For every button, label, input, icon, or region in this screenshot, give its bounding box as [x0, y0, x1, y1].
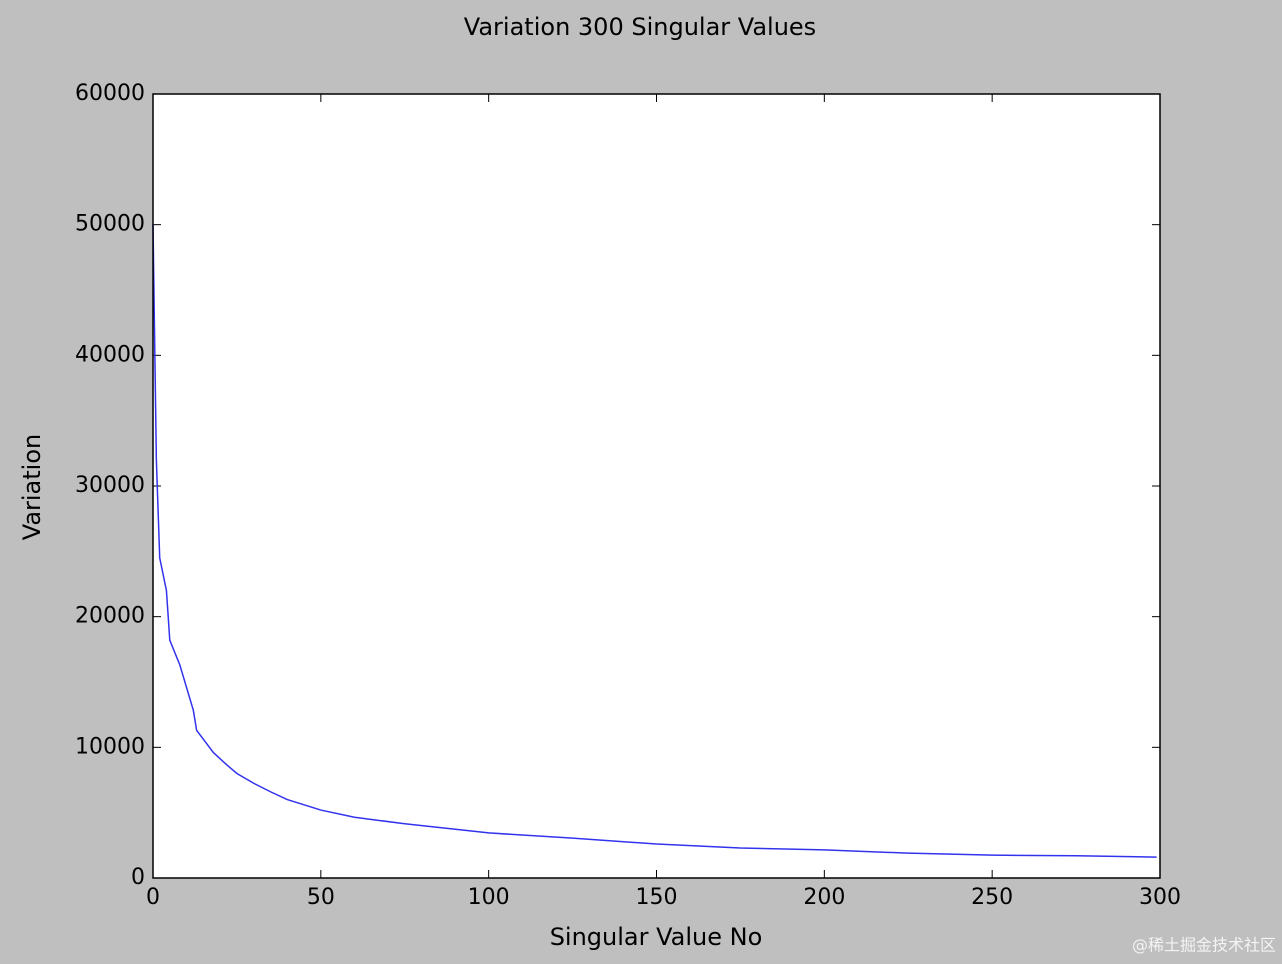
y-tick-label: 40000: [75, 342, 145, 367]
y-tick-label: 10000: [75, 734, 145, 759]
y-tick-label: 30000: [75, 473, 145, 498]
axes-frame: [152, 93, 1161, 879]
chart-title: Variation 300 Singular Values: [464, 13, 816, 41]
y-tick-label: 50000: [75, 212, 145, 237]
x-axis-label: Singular Value No: [550, 923, 763, 951]
y-tick-label: 20000: [75, 604, 145, 629]
x-tick-label: 300: [1139, 885, 1181, 910]
x-tick-label: 0: [146, 885, 160, 910]
x-tick-label: 50: [307, 885, 335, 910]
x-tick-label: 250: [971, 885, 1013, 910]
x-tick-label: 200: [803, 885, 845, 910]
watermark: @稀土掘金技术社区: [1132, 936, 1276, 955]
x-tick-label: 100: [468, 885, 510, 910]
line: [152, 224, 1157, 858]
plot-area: [153, 94, 1160, 878]
y-axis-label: Variation: [18, 434, 46, 540]
x-tick-label: 150: [636, 885, 678, 910]
y-tick-label: 0: [131, 865, 145, 890]
y-tick-label: 60000: [75, 81, 145, 106]
